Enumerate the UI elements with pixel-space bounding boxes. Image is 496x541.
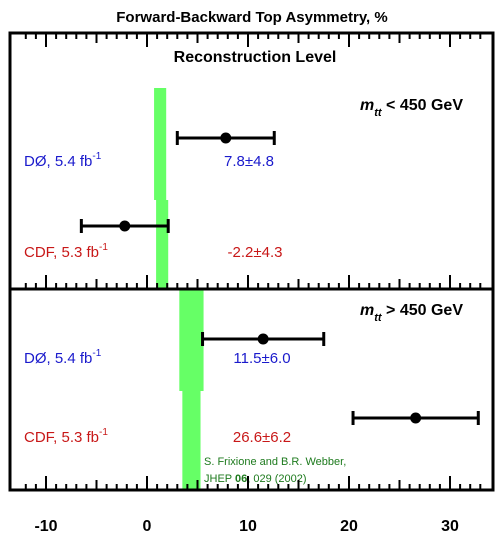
x-axis-ticks — [24, 33, 482, 490]
exp-label-cdf-top: CDF, 5.3 fb-1 — [24, 242, 108, 261]
theory-band-bottom-lower — [182, 391, 201, 489]
x-tick-label-3: 20 — [340, 518, 358, 535]
x-axis-tick-labels: -10 0 10 20 30 — [34, 518, 459, 535]
data-point-p1-m0 — [257, 333, 269, 345]
data-point-p1-m1 — [410, 412, 422, 424]
value-cdf-bottom: 26.6±6.2 — [233, 429, 291, 446]
value-cdf-top: -2.2±4.3 — [228, 244, 283, 261]
reference-line-1: S. Frixione and B.R. Webber, — [204, 456, 346, 468]
value-d0-top: 7.8±4.8 — [224, 153, 274, 170]
plot-frame — [8, 31, 495, 492]
exp-label-d0-bottom: DØ, 5.4 fb-1 — [24, 348, 102, 367]
theory-band-bottom-upper — [179, 290, 204, 391]
data-point-p0-m1 — [119, 220, 131, 232]
exp-label-cdf-bottom: CDF, 5.3 fb-1 — [24, 427, 108, 446]
mass-cut-bottom: mtt > 450 GeV — [360, 302, 463, 324]
x-tick-label-4: 30 — [441, 518, 459, 535]
chart-title: Forward-Backward Top Asymmetry, % — [116, 9, 387, 26]
theory-band-top-upper — [154, 88, 167, 200]
x-tick-label-2: 10 — [239, 518, 257, 535]
theory-bands — [154, 88, 204, 489]
panel-header-top: Reconstruction Level — [174, 49, 337, 66]
measurement-points — [79, 131, 480, 425]
exp-label-d0-top: DØ, 5.4 fb-1 — [24, 151, 102, 170]
x-tick-label-0: -10 — [34, 518, 57, 535]
theory-band-top-lower — [156, 200, 169, 288]
data-point-p0-m0 — [220, 132, 232, 144]
mass-cut-top: mtt < 450 GeV — [360, 97, 463, 119]
value-d0-bottom: 11.5±6.0 — [233, 350, 290, 367]
x-tick-label-1: 0 — [143, 518, 152, 535]
reference-line-2: JHEP 06, 029 (2002) — [204, 473, 307, 485]
